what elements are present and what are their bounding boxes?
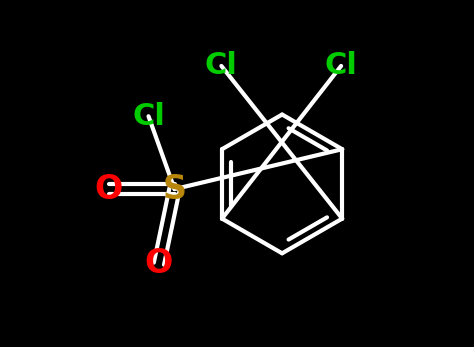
Text: Cl: Cl bbox=[205, 51, 238, 81]
Text: S: S bbox=[163, 172, 187, 206]
Text: Cl: Cl bbox=[325, 51, 357, 81]
Text: O: O bbox=[94, 172, 123, 206]
Text: Cl: Cl bbox=[132, 102, 165, 131]
Text: O: O bbox=[145, 247, 173, 280]
